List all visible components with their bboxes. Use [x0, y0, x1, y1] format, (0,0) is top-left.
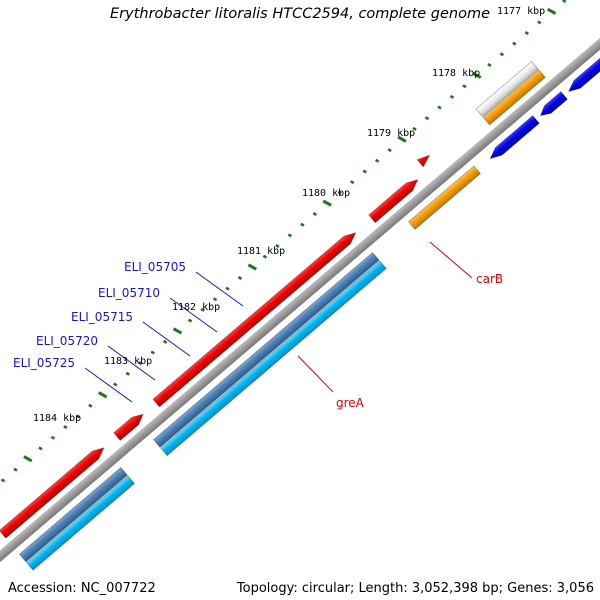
- ruler-tick: [412, 126, 417, 131]
- ruler-tick: [13, 467, 18, 472]
- ruler-tick: [462, 84, 467, 89]
- gene-label-carb[interactable]: carB: [476, 272, 504, 286]
- accession-label: Accession: NC_007722: [8, 581, 156, 596]
- ruler-tick-label-0: 1177 kbp: [497, 6, 546, 17]
- ruler-tick: [150, 350, 155, 355]
- gene-feature[interactable]: [152, 252, 380, 448]
- ruler-tick: [350, 180, 355, 185]
- gene-feature-arrowhead[interactable]: [416, 151, 433, 168]
- gene-label-eli_05720[interactable]: ELI_05720: [36, 334, 98, 348]
- ruler-tick: [337, 190, 342, 195]
- ruler-tick: [138, 361, 143, 366]
- ruler-tick: [512, 41, 517, 46]
- ruler-tick-label-1: 1178 kbp: [432, 68, 481, 79]
- gene-label-eli_05705[interactable]: ELI_05705: [124, 260, 186, 274]
- ruler-tick: [212, 297, 218, 302]
- ruler-tick: [472, 71, 482, 79]
- ruler-tick-label-2: 1179 kbp: [367, 128, 416, 139]
- leader-line: [429, 241, 473, 279]
- ruler-tick: [172, 327, 183, 335]
- ruler-tick: [300, 222, 305, 227]
- ruler-tick: [0, 478, 6, 483]
- leader-line: [169, 297, 218, 333]
- ruler-tick: [162, 339, 168, 344]
- ruler-tick: [247, 263, 257, 271]
- gene-label-eli_05725[interactable]: ELI_05725: [13, 356, 75, 370]
- ruler-tick-layer: [0, 0, 567, 483]
- ruler-tick: [275, 244, 280, 248]
- ruler-tick: [287, 233, 293, 238]
- gene-feature[interactable]: [482, 69, 546, 126]
- ruler-tick: [262, 254, 268, 259]
- ruler-tick: [499, 52, 505, 57]
- leader-line: [297, 355, 334, 393]
- gene-feature[interactable]: [475, 60, 539, 117]
- ruler-tick-label-5: 1182 kbp: [172, 302, 221, 313]
- gene-feature[interactable]: [487, 115, 540, 163]
- gene-feature[interactable]: [0, 444, 107, 539]
- ruler-tick: [125, 371, 130, 376]
- ruler-tick: [200, 307, 205, 312]
- ruler-tick: [75, 414, 81, 419]
- ruler-tick: [50, 435, 56, 440]
- ruler-tick: [362, 169, 367, 174]
- gene-feature[interactable]: [408, 165, 481, 230]
- leader-line: [107, 345, 156, 381]
- ruler-tick: [387, 148, 392, 153]
- feature-layer[interactable]: [0, 0, 600, 578]
- label-leader-lines: [84, 241, 473, 403]
- gene-feature[interactable]: [18, 467, 128, 563]
- gene-feature[interactable]: [113, 410, 147, 441]
- ruler-tick: [524, 30, 529, 35]
- ruler-tick: [237, 275, 243, 280]
- leader-line: [142, 321, 191, 357]
- genome-backbone[interactable]: [0, 17, 600, 583]
- ruler-tick: [546, 7, 557, 15]
- ruler-tick: [562, 0, 567, 4]
- gene-label-eli_05710[interactable]: ELI_05710: [98, 286, 160, 300]
- page-title: Erythrobacter litoralis HTCC2594, comple…: [109, 6, 491, 22]
- ruler-tick: [537, 20, 542, 25]
- gene-feature[interactable]: [160, 260, 387, 457]
- leader-line: [195, 271, 244, 307]
- ruler-tick: [38, 446, 43, 451]
- ruler-tick: [397, 135, 407, 143]
- ruler-tick: [98, 391, 108, 399]
- ruler-tick: [322, 199, 332, 207]
- gene-feature[interactable]: [368, 176, 421, 224]
- ruler-tick: [449, 94, 455, 99]
- gene-label-eli_05715[interactable]: ELI_05715: [71, 310, 133, 324]
- ruler-tick: [63, 425, 68, 430]
- gene-label-grea[interactable]: greA: [336, 396, 364, 410]
- ruler-tick: [187, 318, 193, 323]
- ruler-tick: [374, 158, 380, 163]
- ruler-tick-label-4: 1181 kbp: [237, 246, 286, 257]
- topology-label: Topology: circular; Length: 3,052,398 bp…: [236, 581, 594, 596]
- gene-feature[interactable]: [152, 229, 359, 408]
- ruler-tick: [487, 62, 492, 67]
- ruler-tick: [88, 403, 93, 408]
- gene-feature[interactable]: [537, 91, 568, 120]
- ruler-tick: [312, 212, 317, 217]
- ruler-tick: [225, 286, 230, 291]
- ruler-tick-label-6: 1183 kbp: [104, 356, 153, 367]
- ruler-tick: [23, 455, 33, 463]
- ruler-tick-label-3: 1180 kbp: [302, 188, 351, 199]
- ruler-tick: [113, 382, 118, 387]
- ruler-tick: [437, 105, 442, 110]
- gene-feature[interactable]: [26, 475, 135, 571]
- status-bar: Accession: NC_007722 Topology: circular;…: [0, 574, 600, 600]
- leader-line: [84, 367, 133, 403]
- ruler-tick-label-7: 1184 kbp: [33, 413, 82, 424]
- ruler-tick: [424, 116, 430, 121]
